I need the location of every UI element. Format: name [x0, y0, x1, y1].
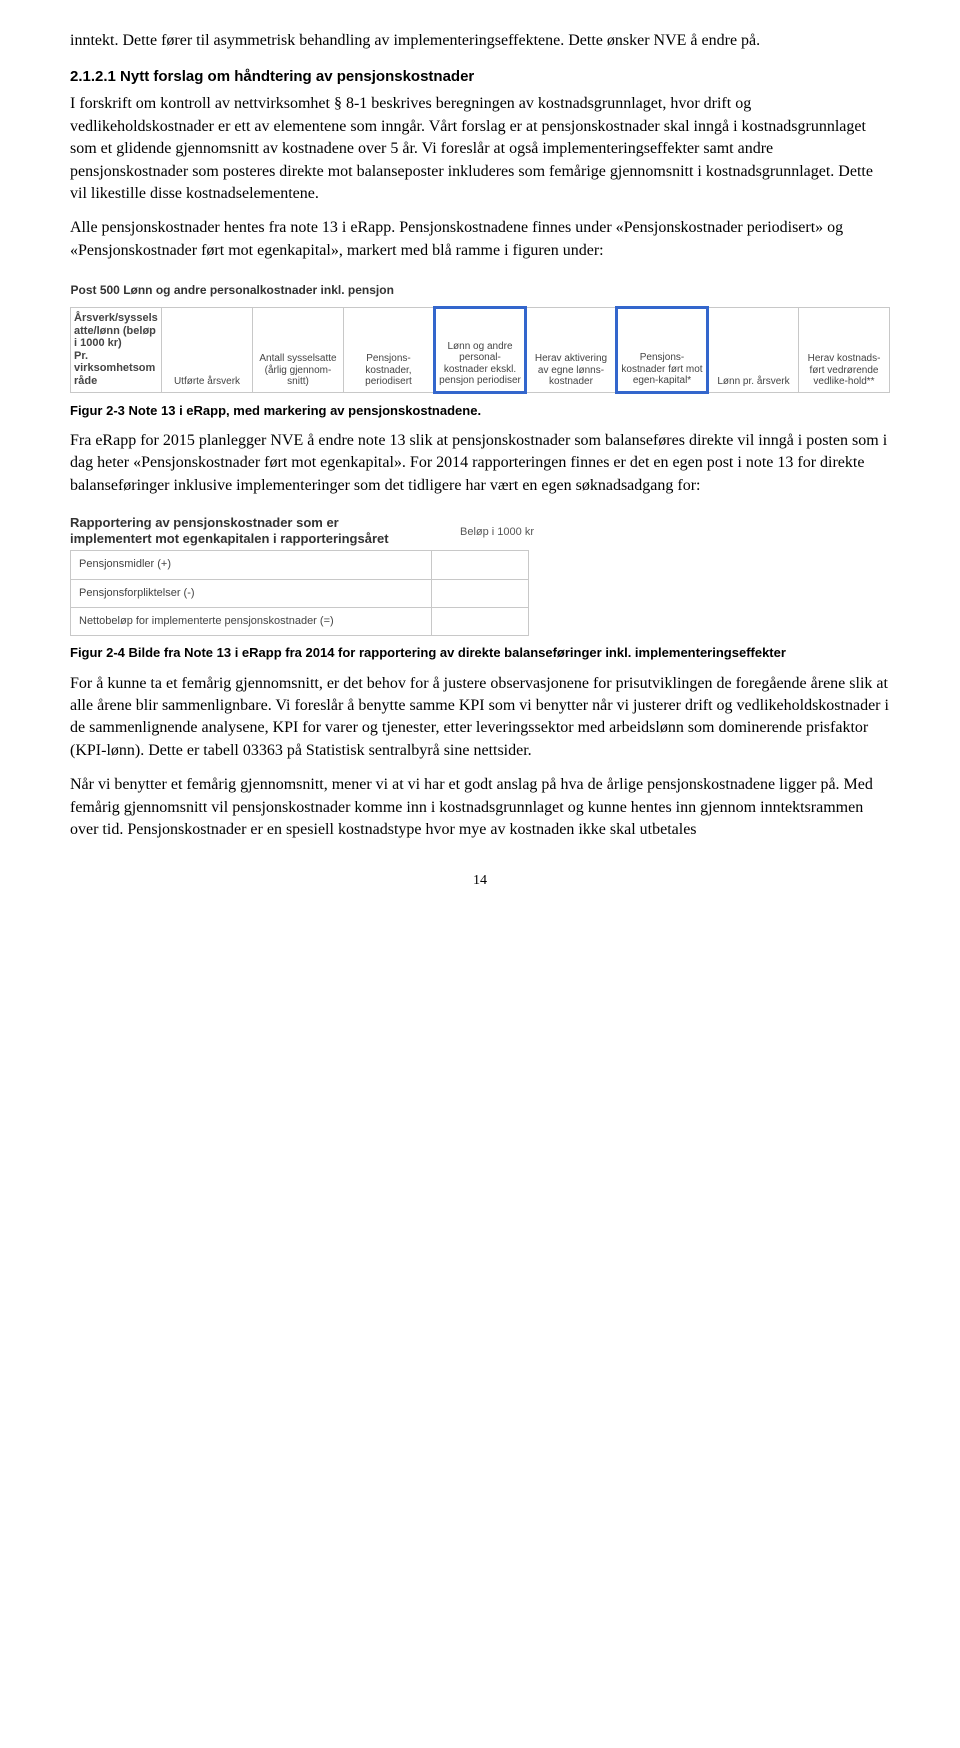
section-heading: 2.1.2.1 Nytt forslag om håndtering av pe… — [70, 66, 890, 87]
figB-value-cell — [432, 579, 529, 607]
body-paragraph: inntekt. Dette fører til asymmetrisk beh… — [70, 30, 890, 52]
figA-col: Utførte årsverk — [162, 307, 253, 392]
figure-2-4: Rapportering av pensjonskostnader som er… — [70, 515, 890, 636]
figB-row: Pensjonsmidler (+) — [71, 551, 432, 579]
figB-title: Rapportering av pensjonskostnader som er… — [70, 515, 400, 546]
body-paragraph: Alle pensjonskostnader hentes fra note 1… — [70, 217, 890, 262]
figB-value-cell — [432, 551, 529, 579]
figB-row: Nettobeløp for implementerte pensjonskos… — [71, 608, 432, 636]
figA-col-highlighted: Pensjons-kostnader ført mot egen-kapital… — [617, 307, 708, 392]
figA-title: Post 500 Lønn og andre personalkostnader… — [71, 280, 890, 307]
erapp-note13-table: Post 500 Lønn og andre personalkostnader… — [70, 280, 890, 394]
erapp-pension-table: Pensjonsmidler (+) Pensjonsforpliktelser… — [70, 550, 529, 636]
figA-col: Pensjons-kostnader, periodisert — [344, 307, 435, 392]
figB-value-cell — [432, 608, 529, 636]
figA-col: Antall sysselsatte (årlig gjennom-snitt) — [253, 307, 344, 392]
figB-subtitle: Beløp i 1000 kr — [460, 525, 534, 540]
figA-col: Herav kostnads-ført vedrørende vedlike-h… — [799, 307, 890, 392]
figure-caption: Figur 2-4 Bilde fra Note 13 i eRapp fra … — [70, 644, 890, 662]
body-paragraph: Når vi benytter et femårig gjennomsnitt,… — [70, 774, 890, 841]
figB-row: Pensjonsforpliktelser (-) — [71, 579, 432, 607]
figA-rowlabel-line2: Pr. virksomhetsområde — [74, 350, 155, 387]
body-paragraph: I forskrift om kontroll av nettvirksomhe… — [70, 93, 890, 205]
figA-col: Lønn pr. årsverk — [708, 307, 799, 392]
figure-caption: Figur 2-3 Note 13 i eRapp, med markering… — [70, 402, 890, 420]
page-number: 14 — [70, 871, 890, 891]
figA-col: Herav aktivering av egne lønns-kostnader — [526, 307, 617, 392]
figure-2-3: Post 500 Lønn og andre personalkostnader… — [70, 280, 890, 394]
figA-rowlabel: Årsverk/sysselsatte/lønn (beløp i 1000 k… — [71, 307, 162, 392]
figA-col-highlighted: Lønn og andre personal-kostnader ekskl. … — [435, 307, 526, 392]
figA-rowlabel-line1: Årsverk/sysselsatte/lønn (beløp i 1000 k… — [74, 312, 158, 349]
body-paragraph: For å kunne ta et femårig gjennomsnitt, … — [70, 673, 890, 763]
body-paragraph: Fra eRapp for 2015 planlegger NVE å endr… — [70, 430, 890, 497]
